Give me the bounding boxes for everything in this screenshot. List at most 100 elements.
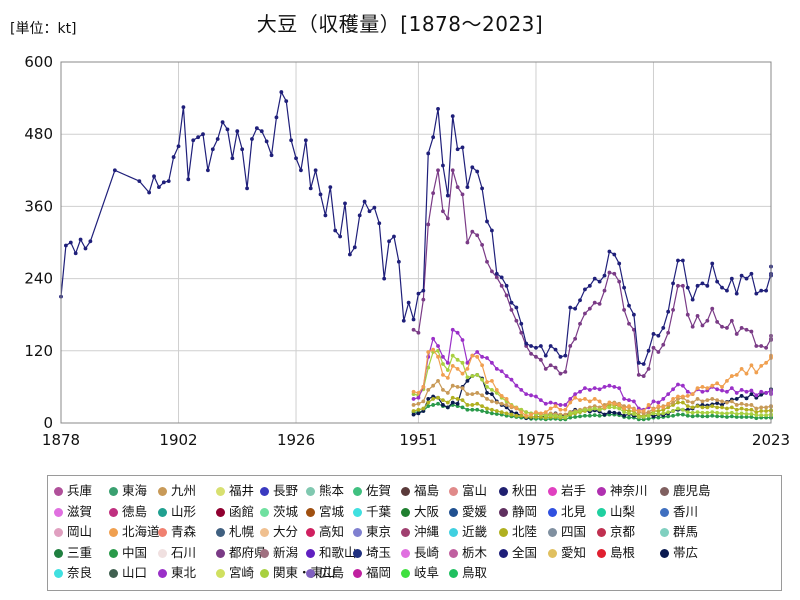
data-point xyxy=(431,191,436,196)
data-point xyxy=(543,366,548,371)
legend-item: 福岡 xyxy=(353,565,391,581)
data-point xyxy=(597,413,602,418)
data-point xyxy=(617,411,622,416)
legend-item: 帯広 xyxy=(660,545,698,561)
legend-item: 愛媛 xyxy=(449,504,487,520)
legend-label: 滋賀 xyxy=(67,503,93,519)
data-point xyxy=(695,413,700,418)
data-point xyxy=(754,370,759,375)
data-point xyxy=(685,413,690,418)
data-point xyxy=(548,406,553,411)
data-point xyxy=(744,412,749,416)
legend-swatch xyxy=(158,507,167,517)
data-point xyxy=(651,399,656,404)
data-point xyxy=(489,228,494,233)
data-point xyxy=(534,345,538,350)
data-point xyxy=(695,386,700,391)
data-point xyxy=(499,401,504,406)
data-point xyxy=(578,398,582,403)
series-line xyxy=(413,348,772,417)
legend-item: 兵庫 xyxy=(54,483,92,499)
data-point xyxy=(739,411,744,416)
data-point xyxy=(534,410,538,415)
legend-label: 徳島 xyxy=(122,503,148,519)
legend-swatch xyxy=(660,528,669,537)
data-point xyxy=(411,327,416,332)
data-point xyxy=(269,153,274,158)
data-point xyxy=(666,410,671,415)
data-point xyxy=(568,411,573,416)
legend-item: 三重 xyxy=(54,545,92,561)
data-point xyxy=(450,168,455,173)
data-point xyxy=(470,374,475,378)
data-point xyxy=(680,258,685,263)
legend-swatch xyxy=(449,487,458,496)
data-point xyxy=(441,372,445,377)
data-point xyxy=(636,409,641,413)
data-point xyxy=(705,405,710,410)
data-point xyxy=(666,401,671,406)
data-point xyxy=(612,385,617,389)
data-point xyxy=(524,413,529,418)
data-point xyxy=(494,409,499,413)
data-point xyxy=(343,201,347,206)
data-point xyxy=(450,327,455,332)
legend-label: 鹿児島 xyxy=(673,483,711,498)
data-point xyxy=(489,407,494,412)
legend-item: 沖縄 xyxy=(401,524,439,540)
data-point xyxy=(534,354,538,359)
data-point xyxy=(676,412,680,417)
data-point xyxy=(573,306,578,311)
data-point xyxy=(489,269,494,274)
data-point xyxy=(137,179,142,184)
legend-item: 宮崎 xyxy=(216,565,254,581)
legend-swatch xyxy=(306,569,315,578)
data-point xyxy=(220,120,225,125)
data-point xyxy=(656,350,661,354)
data-point xyxy=(480,409,485,413)
data-point xyxy=(759,288,764,293)
data-point xyxy=(587,399,592,404)
data-point xyxy=(460,386,465,391)
data-point xyxy=(715,401,720,406)
data-point xyxy=(367,209,372,214)
legend-swatch xyxy=(54,569,63,578)
legend-swatch xyxy=(353,528,362,537)
data-point xyxy=(465,360,470,365)
data-point xyxy=(583,287,587,292)
data-point xyxy=(411,409,416,413)
legend-item: 埼玉 xyxy=(353,545,391,561)
data-point xyxy=(739,388,744,392)
data-point xyxy=(274,115,279,120)
data-point xyxy=(617,386,622,391)
data-point xyxy=(426,222,431,227)
legend-label: 大阪 xyxy=(414,503,440,519)
data-point xyxy=(671,281,675,286)
data-point xyxy=(700,281,705,286)
data-point xyxy=(176,144,181,149)
data-point xyxy=(641,415,646,419)
data-point xyxy=(583,311,587,316)
x-tick-label: 1951 xyxy=(399,431,437,449)
data-point xyxy=(480,354,485,359)
data-point xyxy=(710,397,715,401)
data-point xyxy=(568,344,573,348)
data-point xyxy=(455,366,460,371)
legend-label: 全国 xyxy=(512,544,538,560)
data-point xyxy=(416,411,421,416)
legend-swatch xyxy=(548,487,557,496)
data-point xyxy=(661,326,666,330)
data-point xyxy=(328,185,333,190)
legend-swatch xyxy=(401,528,410,537)
data-point xyxy=(627,321,631,326)
legend-item: 鹿児島 xyxy=(660,483,711,499)
legend-swatch xyxy=(260,528,269,537)
data-point xyxy=(607,383,612,388)
legend-swatch xyxy=(660,548,669,558)
data-point xyxy=(509,307,514,312)
legend-item: 鳥取 xyxy=(449,565,487,581)
legend-swatch xyxy=(260,548,269,558)
data-point xyxy=(597,301,602,306)
legend-swatch xyxy=(401,548,410,558)
legend-label: 山口 xyxy=(122,565,148,580)
